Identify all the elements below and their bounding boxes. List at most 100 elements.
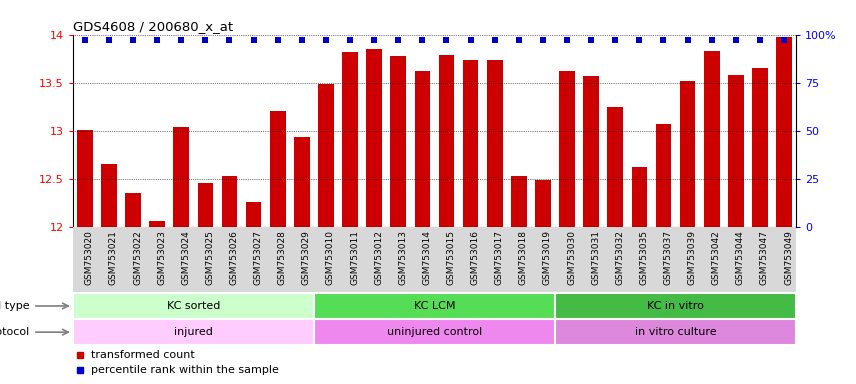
Text: GSM753013: GSM753013 <box>398 230 407 285</box>
Bar <box>487 60 502 227</box>
Text: GSM753021: GSM753021 <box>109 230 118 285</box>
Bar <box>511 176 526 227</box>
Text: GSM753042: GSM753042 <box>711 230 721 285</box>
Bar <box>101 164 116 227</box>
Point <box>536 37 550 43</box>
Point <box>367 37 381 43</box>
Bar <box>198 184 213 227</box>
Text: GSM753026: GSM753026 <box>229 230 239 285</box>
Point <box>126 37 140 43</box>
Bar <box>125 193 141 227</box>
Bar <box>73 293 314 319</box>
Text: GSM753031: GSM753031 <box>591 230 600 285</box>
Bar <box>318 84 334 227</box>
Text: protocol: protocol <box>0 327 29 337</box>
Point <box>585 37 598 43</box>
Point <box>343 37 357 43</box>
Text: GSM753012: GSM753012 <box>374 230 383 285</box>
Text: GSM753027: GSM753027 <box>253 230 263 285</box>
Point <box>78 37 92 43</box>
Bar <box>366 49 382 227</box>
Text: GSM753011: GSM753011 <box>350 230 359 285</box>
Text: GSM753039: GSM753039 <box>687 230 697 285</box>
Bar <box>73 319 314 345</box>
Text: KC LCM: KC LCM <box>413 301 455 311</box>
Point <box>223 37 236 43</box>
Text: cell type: cell type <box>0 301 29 311</box>
Bar <box>559 71 575 227</box>
Point <box>753 37 767 43</box>
Text: GSM753047: GSM753047 <box>760 230 769 285</box>
Bar <box>704 51 720 227</box>
Text: GSM753024: GSM753024 <box>181 230 190 285</box>
Point <box>560 37 574 43</box>
Point <box>657 37 670 43</box>
Bar <box>776 37 792 227</box>
Text: GSM753023: GSM753023 <box>158 230 166 285</box>
Bar <box>414 71 431 227</box>
Point <box>633 37 646 43</box>
Point <box>440 37 454 43</box>
Bar <box>535 180 550 227</box>
Bar <box>463 60 479 227</box>
Bar <box>555 293 796 319</box>
Point <box>681 37 694 43</box>
Bar <box>314 293 555 319</box>
Text: percentile rank within the sample: percentile rank within the sample <box>91 366 279 376</box>
Bar <box>174 127 189 227</box>
Bar <box>680 81 695 227</box>
Text: injured: injured <box>174 327 213 337</box>
Bar <box>555 319 796 345</box>
Text: GSM753019: GSM753019 <box>543 230 552 285</box>
Text: GSM753037: GSM753037 <box>663 230 673 285</box>
Bar <box>270 111 286 227</box>
Text: GSM753015: GSM753015 <box>447 230 455 285</box>
Point <box>175 37 188 43</box>
Bar <box>77 129 92 227</box>
Point <box>704 37 718 43</box>
Point <box>464 37 478 43</box>
Text: uninjured control: uninjured control <box>387 327 482 337</box>
Point <box>247 37 260 43</box>
Point <box>488 37 502 43</box>
Text: KC sorted: KC sorted <box>167 301 220 311</box>
Text: GSM753035: GSM753035 <box>639 230 648 285</box>
Text: GSM753017: GSM753017 <box>495 230 503 285</box>
Text: GSM753020: GSM753020 <box>85 230 94 285</box>
Bar <box>608 106 623 227</box>
Point <box>102 37 116 43</box>
Bar <box>438 55 455 227</box>
Point <box>319 37 333 43</box>
Text: GSM753010: GSM753010 <box>326 230 335 285</box>
Bar <box>583 76 599 227</box>
Text: GSM753022: GSM753022 <box>133 230 142 285</box>
Point <box>199 37 212 43</box>
Text: GSM753016: GSM753016 <box>471 230 479 285</box>
Point <box>777 37 791 43</box>
Text: transformed count: transformed count <box>91 350 194 360</box>
Bar <box>246 202 261 227</box>
Bar <box>390 56 406 227</box>
Text: GSM753025: GSM753025 <box>205 230 214 285</box>
Bar <box>632 167 647 227</box>
Point <box>151 37 164 43</box>
Point <box>729 37 743 43</box>
Bar <box>656 124 671 227</box>
Text: GSM753018: GSM753018 <box>519 230 528 285</box>
Text: GDS4608 / 200680_x_at: GDS4608 / 200680_x_at <box>73 20 233 33</box>
Bar <box>752 68 768 227</box>
Point <box>609 37 622 43</box>
Text: GSM753030: GSM753030 <box>567 230 576 285</box>
Bar <box>294 137 310 227</box>
Point <box>415 37 429 43</box>
Bar <box>314 319 555 345</box>
Text: GSM753029: GSM753029 <box>302 230 311 285</box>
Text: GSM753044: GSM753044 <box>736 230 745 285</box>
Point <box>270 37 284 43</box>
Bar <box>342 52 358 227</box>
Bar <box>222 176 237 227</box>
Bar <box>728 75 744 227</box>
Text: GSM753028: GSM753028 <box>277 230 287 285</box>
Text: in vitro culture: in vitro culture <box>634 327 716 337</box>
Text: GSM753014: GSM753014 <box>422 230 431 285</box>
